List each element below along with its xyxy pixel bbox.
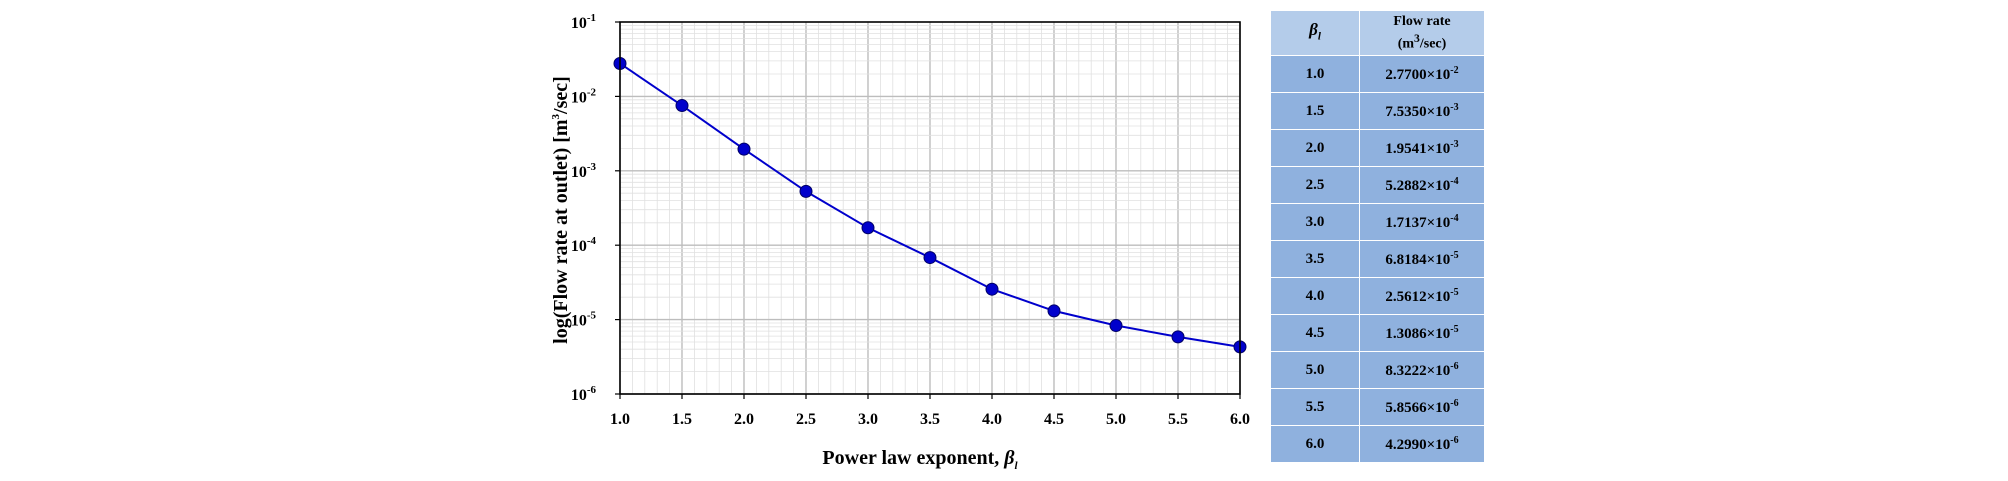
table-row: 6.0 4.2990×10-6 — [1270, 425, 1485, 463]
table-header-row: βl Flow rate (m3/sec) — [1270, 10, 1485, 56]
x-tick-label: 2.5 — [796, 411, 816, 428]
chart-series — [613, 56, 1247, 354]
chart-grid — [619, 22, 1241, 395]
x-tick-label: 3.5 — [920, 411, 940, 428]
beta-value: 4.5 — [1270, 314, 1360, 352]
y-tick-label: 10-2 — [571, 86, 597, 106]
flow-rate-table: βl Flow rate (m3/sec) 1.0 2.7700×10-2 1.5 7.… — [1270, 10, 1485, 463]
flow-rate-value: 1.7137×10-4 — [1359, 203, 1485, 241]
flow-rate-value: 2.7700×10-2 — [1359, 55, 1485, 93]
beta-column-header: βl — [1270, 10, 1360, 56]
flow-rate-value: 7.5350×10-3 — [1359, 92, 1485, 130]
beta-value: 2.0 — [1270, 129, 1360, 167]
x-tick-label: 1.0 — [610, 411, 630, 428]
y-tick-label: 10-5 — [571, 310, 597, 330]
data-point — [923, 251, 937, 265]
beta-value: 1.5 — [1270, 92, 1360, 130]
beta-value: 2.5 — [1270, 166, 1360, 204]
table-row: 2.0 1.9541×10-3 — [1270, 129, 1485, 167]
flow-rate-value: 1.3086×10-5 — [1359, 314, 1485, 352]
y-tick-label: 10-3 — [571, 161, 597, 181]
x-tick-label: 6.0 — [1230, 411, 1250, 428]
flow-rate-value: 8.3222×10-6 — [1359, 351, 1485, 389]
table-row: 4.5 1.3086×10-5 — [1270, 314, 1485, 352]
y-tick-label: 10-1 — [571, 12, 596, 32]
data-point — [985, 282, 999, 296]
beta-value: 3.5 — [1270, 240, 1360, 278]
data-point — [861, 221, 875, 235]
beta-value: 6.0 — [1270, 425, 1360, 463]
x-tick-label: 5.0 — [1106, 411, 1126, 428]
x-tick-label: 4.5 — [1044, 411, 1064, 428]
y-tick-label: 10-6 — [571, 384, 597, 404]
flow-rate-value: 4.2990×10-6 — [1359, 425, 1485, 463]
data-point — [1047, 304, 1061, 318]
data-point — [1171, 330, 1185, 344]
flow-rate-value: 5.2882×10-4 — [1359, 166, 1485, 204]
table-row: 1.0 2.7700×10-2 — [1270, 55, 1485, 93]
flow-rate-value: 2.5612×10-5 — [1359, 277, 1485, 315]
beta-value: 3.0 — [1270, 203, 1360, 241]
y-axis-ticks: 10-1 10-2 10-3 10-4 10-5 10-6 — [571, 12, 620, 404]
x-tick-label: 4.0 — [982, 411, 1002, 428]
y-axis-title: log(Flow rate at outlet) [m3/sec] — [550, 76, 572, 344]
table-row: 1.5 7.5350×10-3 — [1270, 92, 1485, 130]
beta-value: 4.0 — [1270, 277, 1360, 315]
flow-rate-column-header: Flow rate (m3/sec) — [1359, 10, 1485, 56]
table-row: 5.5 5.8566×10-6 — [1270, 388, 1485, 426]
x-tick-label: 2.0 — [734, 411, 754, 428]
flow-rate-value: 5.8566×10-6 — [1359, 388, 1485, 426]
table-row: 3.0 1.7137×10-4 — [1270, 203, 1485, 241]
x-tick-label: 5.5 — [1168, 411, 1188, 428]
x-tick-label: 1.5 — [672, 411, 692, 428]
flow-rate-value: 1.9541×10-3 — [1359, 129, 1485, 167]
table-row: 3.5 6.8184×10-5 — [1270, 240, 1485, 278]
flow-rate-chart: 1.0 1.5 2.0 2.5 3.0 3.5 4.0 4.5 5.0 5.5 6.0 10-110… — [550, 12, 1250, 472]
flow-rate-value: 6.8184×10-5 — [1359, 240, 1485, 278]
table-row: 4.0 2.5612×10-5 — [1270, 277, 1485, 315]
x-axis-ticks: 1.0 1.5 2.0 2.5 3.0 3.5 4.0 4.5 5.0 5.5 6.0 — [610, 394, 1250, 428]
y-tick-label: 10-4 — [571, 235, 597, 255]
data-point — [1109, 319, 1123, 333]
table-row: 5.0 8.3222×10-6 — [1270, 351, 1485, 389]
beta-value: 1.0 — [1270, 55, 1360, 93]
table-row: 2.5 5.2882×10-4 — [1270, 166, 1485, 204]
beta-value: 5.5 — [1270, 388, 1360, 426]
x-axis-title: Power law exponent, βl — [822, 447, 1018, 472]
data-point — [675, 99, 689, 113]
beta-value: 5.0 — [1270, 351, 1360, 389]
x-tick-label: 3.0 — [858, 411, 878, 428]
data-point — [737, 142, 751, 156]
data-point — [799, 184, 813, 198]
